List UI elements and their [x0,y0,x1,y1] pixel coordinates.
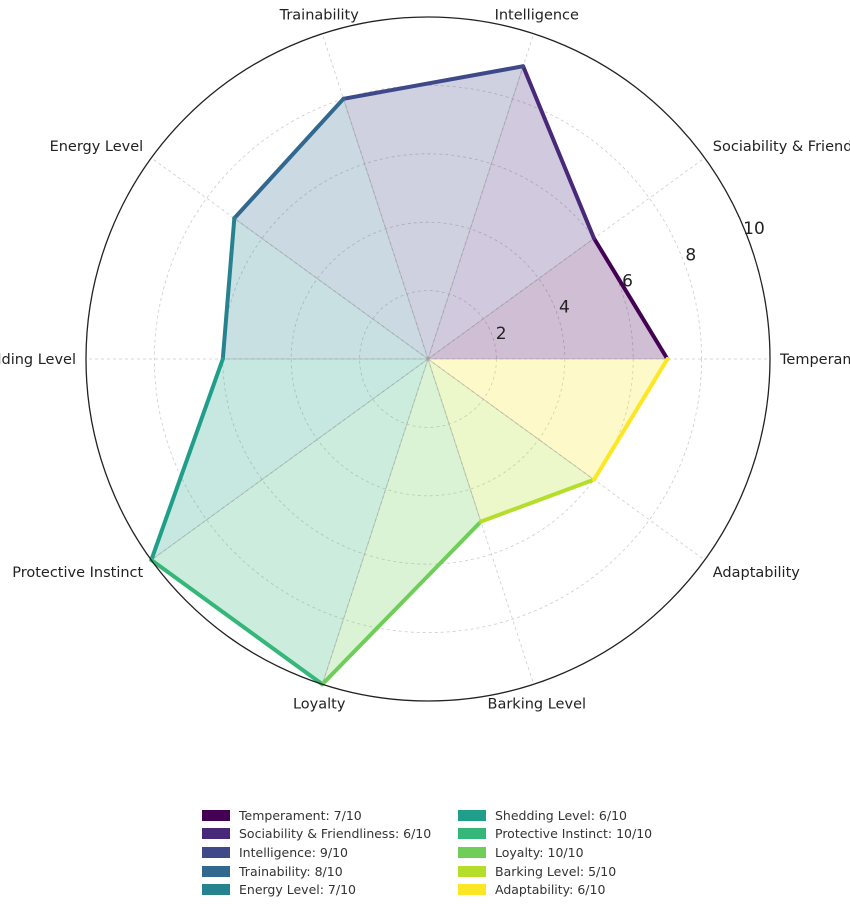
grid-spoke-2 [427,33,535,360]
legend: Temperament: 7/10 Sociability & Friendlin… [202,806,678,899]
grid-spoke-4 [151,157,429,360]
legend-label-5: Shedding Level: 6/10 [495,807,627,823]
sector-8 [428,359,595,522]
axis-label-3: Trainability [279,8,360,24]
legend-swatch-9 [458,884,486,896]
axis-label-9: Adaptability [713,565,801,581]
legend-swatch-5 [458,809,486,821]
sector-edge-2 [427,66,524,360]
legend-label-3: Trainability: 8/10 [239,863,343,879]
series-segment-7 [320,519,483,687]
legend-item-7: Loyalty: 10/10 [458,843,678,862]
series-segment-6 [149,558,325,687]
legend-item-6: Protective Instinct: 10/10 [458,825,678,844]
tick-label-10: 10 [743,219,765,239]
legend-label-0: Temperament: 7/10 [239,807,362,823]
tick-label-6: 6 [622,271,633,291]
legend-swatch-4 [202,884,230,896]
series-segment-4 [220,216,237,361]
tick-label-2: 2 [496,324,507,344]
radar-sectors [151,66,668,685]
sector-edge-4 [234,217,429,360]
legend-swatch-3 [202,865,230,877]
legend-label-2: Intelligence: 9/10 [239,844,348,860]
legend-item-1: Sociability & Friendliness: 6/10 [202,825,458,844]
legend-label-9: Adaptability: 6/10 [495,882,606,898]
sector-edge-9 [427,358,595,481]
sector-9 [428,359,668,480]
legend-label-8: Barking Level: 5/10 [495,863,617,879]
legend-label-1: Sociability & Friendliness: 6/10 [239,826,432,842]
series-segment-0 [592,236,670,361]
legend-swatch-8 [458,865,486,877]
sector-4 [222,218,428,359]
legend-item-3: Trainability: 8/10 [202,862,458,881]
sector-7 [322,359,481,685]
axis-label-1: Sociability & Friendliness [713,139,850,155]
series-segment-5 [149,357,225,563]
grid-spoke-7 [321,358,429,685]
sector-6 [151,359,428,685]
legend-item-5: Shedding Level: 6/10 [458,806,678,825]
grid-spoke-9 [427,358,705,561]
sector-edge-3 [342,98,429,360]
legend-swatch-6 [458,828,486,840]
radial-tick-labels: 2 4 6 8 10 [496,219,765,344]
axis-label-2: Intelligence [495,8,579,24]
grid-spoke-3 [321,33,429,360]
legend-label-4: Energy Level: 7/10 [239,882,356,898]
tick-label-4: 4 [559,298,570,318]
legend-label-6: Protective Instinct: 10/10 [495,826,653,842]
series-segment-9 [592,357,670,482]
series-segment-8 [478,477,597,524]
sector-0 [428,238,668,359]
legend-swatch-1 [202,828,230,840]
axis-label-8: Barking Level [488,696,587,712]
legend-swatch-2 [202,846,230,858]
grid-ring-8 [153,84,703,634]
sector-5 [151,359,428,561]
axis-label-0: Temperament [779,352,850,368]
legend-item-9: Adaptability: 6/10 [458,880,678,899]
legend-item-8: Barking Level: 5/10 [458,862,678,881]
axis-label-4: Energy Level [50,139,144,155]
sector-3 [234,98,428,359]
legend-swatch-0 [202,809,230,821]
grid-spoke-6 [151,358,429,561]
sector-edge-6 [151,358,429,561]
axis-label-6: Protective Instinct [12,565,143,581]
radar-chart: 2 4 6 8 10 Temperament Sociability & Friendli… [0,8,850,713]
legend-item-4: Energy Level: 7/10 [202,880,458,899]
legend-swatch-7 [458,846,486,858]
legend-item-0: Temperament: 7/10 [202,806,458,825]
axis-label-5: Shedding Level [0,352,76,368]
sector-edge-8 [427,358,482,522]
sector-edge-1 [427,237,595,360]
sector-2 [343,66,524,359]
series-segment-1 [521,64,597,241]
radar-edges [149,64,670,687]
legend-item-2: Intelligence: 9/10 [202,843,458,862]
tick-label-8: 8 [685,245,696,265]
legend-label-7: Loyalty: 10/10 [495,844,584,860]
outer-ring [85,16,771,702]
sector-edge-7 [321,358,429,685]
axis-labels: Temperament Sociability & Friendliness Int… [0,8,850,713]
axis-label-7: Loyalty [293,696,346,712]
grid-ring-4 [290,221,566,497]
series-segment-2 [341,64,526,101]
series-segment-3 [232,96,346,221]
